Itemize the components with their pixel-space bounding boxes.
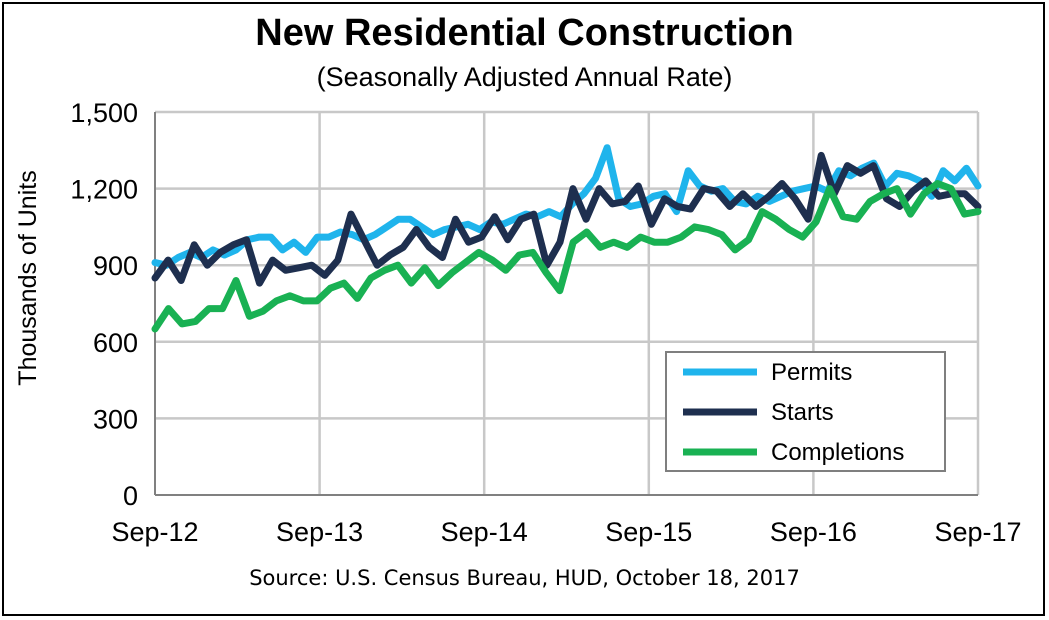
x-tick-label: Sep-12 (111, 517, 198, 547)
legend-label-completions: Completions (771, 439, 904, 466)
legend-label-permits: Permits (771, 359, 852, 386)
chart-subtitle: (Seasonally Adjusted Annual Rate) (316, 62, 733, 92)
y-axis-label: Thousands of Units (14, 170, 42, 385)
x-tick-label: Sep-15 (605, 517, 692, 547)
source-note: Source: U.S. Census Bureau, HUD, October… (249, 566, 800, 590)
y-tick-label: 300 (93, 404, 138, 434)
series-line-completions (151, 180, 982, 333)
x-tick-label: Sep-13 (276, 517, 363, 547)
x-tick-label: Sep-17 (934, 517, 1021, 547)
x-tick-label: Sep-16 (770, 517, 857, 547)
legend: Permits Starts Completions (665, 351, 946, 472)
axes (154, 112, 978, 496)
y-tick-label: 600 (93, 328, 138, 358)
series-lines (151, 144, 982, 333)
chart-title: New Residential Construction (255, 12, 794, 54)
series-line-starts (151, 151, 982, 287)
y-tick-label: 900 (93, 251, 138, 281)
y-tick-label: 1,500 (70, 98, 138, 128)
y-tick-labels: 0 300 600 900 1,200 1,500 (70, 98, 138, 511)
x-tick-labels: Sep-12 Sep-13 Sep-14 Sep-15 Sep-16 Sep-17 (111, 517, 1021, 547)
y-tick-label: 0 (123, 481, 138, 511)
y-tick-label: 1,200 (70, 175, 138, 205)
x-tick-label: Sep-14 (441, 517, 528, 547)
legend-label-starts: Starts (771, 399, 834, 426)
